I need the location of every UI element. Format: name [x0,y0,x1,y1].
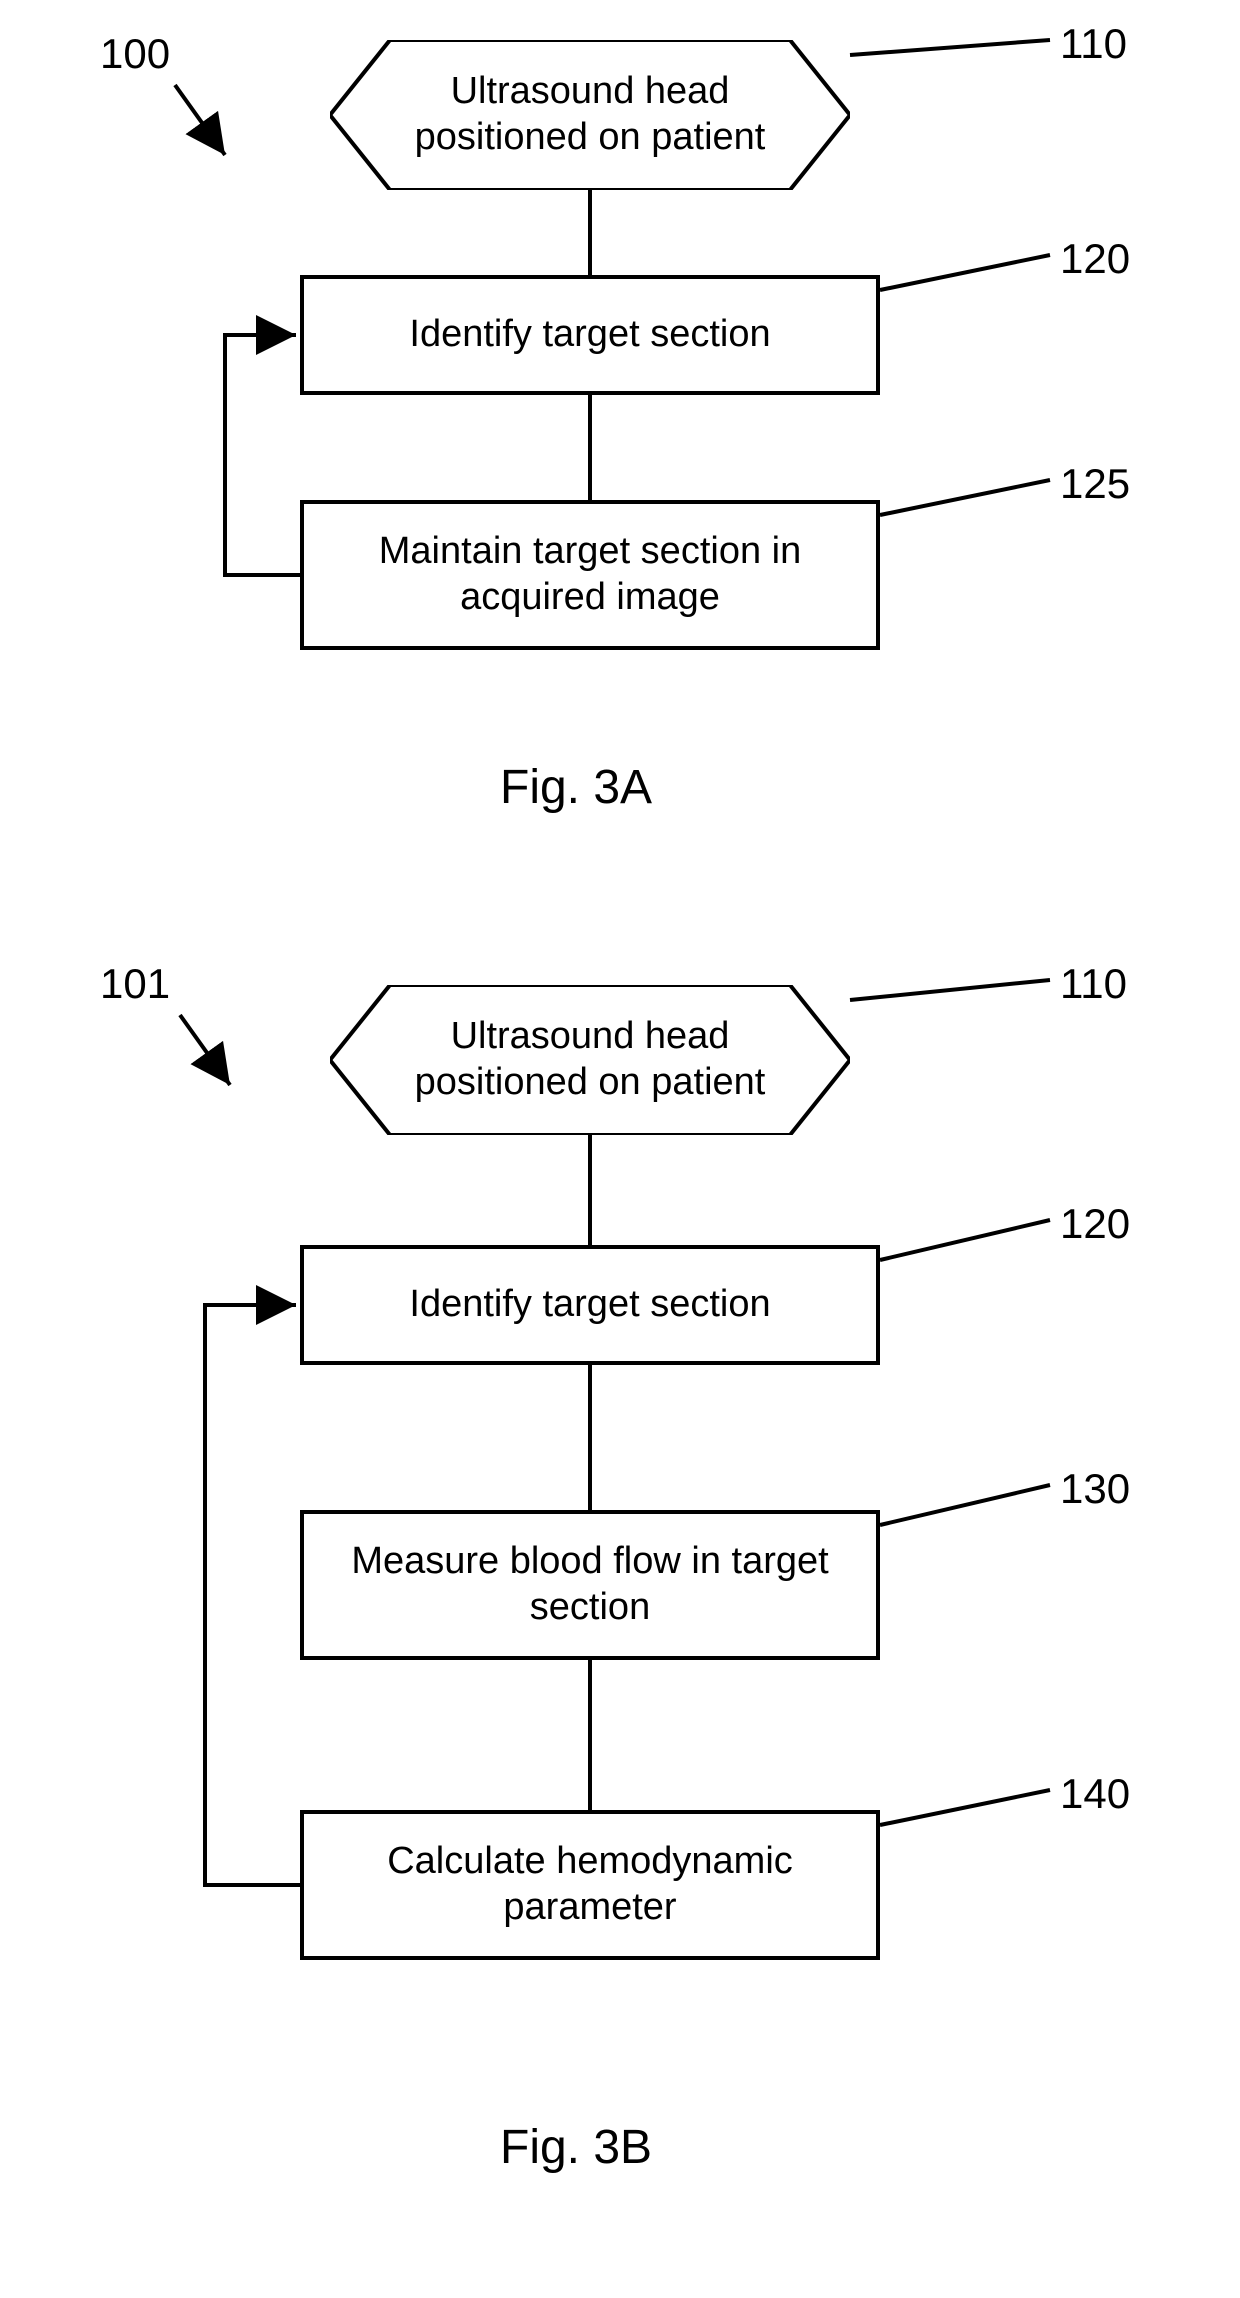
figA-ref-120: 120 [1060,235,1130,283]
figB-node-140-label: Calculate hemodynamic parameter [387,1839,793,1930]
figB-node-140: Calculate hemodynamic parameter [300,1810,880,1960]
figB-node-130-label: Measure blood flow in target section [351,1539,828,1630]
figB-node-120: Identify target section [300,1245,880,1365]
figA-node-120: Identify target section [300,275,880,395]
figB-ref-140: 140 [1060,1770,1130,1818]
figB-node-130: Measure blood flow in target section [300,1510,880,1660]
figB-node-110-label: Ultrasound head positioned on patient [415,1014,766,1105]
figB-node-120-label: Identify target section [409,1282,770,1328]
figA-node-125: Maintain target section in acquired imag… [300,500,880,650]
figB-ref-101: 101 [100,960,170,1008]
figA-node-125-label: Maintain target section in acquired imag… [379,529,801,620]
figA-ref-100: 100 [100,30,170,78]
figB-ref-110: 110 [1060,960,1127,1008]
figB-ref-120: 120 [1060,1200,1130,1248]
figB-node-110: Ultrasound head positioned on patient [330,985,850,1135]
figA-node-110-label: Ultrasound head positioned on patient [415,69,766,160]
figA-node-110: Ultrasound head positioned on patient [330,40,850,190]
figA-ref-110: 110 [1060,20,1127,68]
figA-caption: Fig. 3A [500,760,652,815]
figB-ref-130: 130 [1060,1465,1130,1513]
page: Ultrasound head positioned on patient Id… [0,0,1240,2298]
figA-ref-125: 125 [1060,460,1130,508]
figB-caption: Fig. 3B [500,2120,652,2175]
figA-node-120-label: Identify target section [409,312,770,358]
